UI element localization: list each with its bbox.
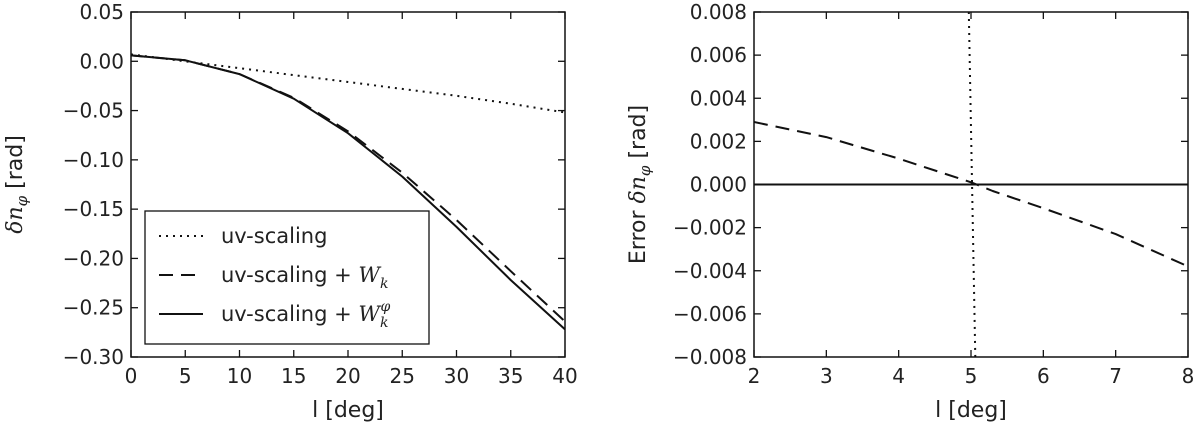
series-line-dashed bbox=[754, 121, 1188, 268]
y-tick-label: −0.006 bbox=[673, 302, 747, 326]
x-tick-label: 2 bbox=[748, 364, 761, 388]
legend: uv-scaling uv-scaling + Wk uv-scaling + Wk… bbox=[144, 210, 430, 345]
x-tick-label: 25 bbox=[390, 364, 415, 388]
x-axis-label: l [deg] bbox=[935, 398, 1007, 423]
legend-item: uv-scaling bbox=[159, 224, 327, 248]
legend-label: uv-scaling bbox=[221, 224, 327, 248]
legend-label: uv-scaling + Wkφ bbox=[221, 299, 390, 331]
series-line-dotted bbox=[131, 53, 565, 114]
y-tick-label: −0.20 bbox=[63, 246, 124, 270]
x-tick-label: 30 bbox=[444, 364, 469, 388]
y-tick-label: −0.05 bbox=[63, 99, 124, 123]
left-chart: 0 5 10 15 20 25 30 35 40 0.05 0.00 −0.05 −0.10 −0.15 −… bbox=[3, 0, 578, 423]
y-tick-label: −0.25 bbox=[63, 296, 124, 320]
y-tick-label: −0.004 bbox=[673, 259, 747, 283]
legend-label: uv-scaling + Wk bbox=[221, 263, 388, 292]
x-tick-label: 7 bbox=[1109, 364, 1122, 388]
y-tick-label: 0.006 bbox=[690, 43, 747, 67]
y-tick-label: −0.002 bbox=[673, 216, 747, 240]
legend-item: uv-scaling + Wk bbox=[159, 263, 388, 292]
y-axis-label: Error δnφ [rad] bbox=[626, 105, 654, 264]
x-tick-label: 8 bbox=[1182, 364, 1195, 388]
y-tick-label: 0.05 bbox=[79, 0, 124, 24]
y-axis-label: δnφ [rad] bbox=[3, 135, 31, 234]
series-line-dotted bbox=[967, 12, 977, 357]
y-tick-label: 0.004 bbox=[690, 86, 747, 110]
x-tick-label: 4 bbox=[892, 364, 905, 388]
y-tick-label: 0.00 bbox=[79, 49, 124, 73]
x-tick-label: 20 bbox=[335, 364, 360, 388]
x-tick-label: 5 bbox=[179, 364, 192, 388]
x-axis-label: l [deg] bbox=[312, 398, 384, 423]
right-chart: 2 3 4 5 6 7 8 0.008 0.006 0.004 0.002 0.000 −0.002 −0… bbox=[626, 0, 1194, 423]
y-tick-label: −0.30 bbox=[63, 345, 124, 369]
x-tick-label: 6 bbox=[1037, 364, 1050, 388]
y-tick-label: −0.10 bbox=[63, 148, 124, 172]
y-tick-label: 0.008 bbox=[690, 0, 747, 24]
y-tick-label: 0.002 bbox=[690, 129, 747, 153]
x-tick-label: 3 bbox=[820, 364, 833, 388]
legend-item: uv-scaling + Wkφ bbox=[159, 299, 390, 331]
x-tick-label: 0 bbox=[125, 364, 138, 388]
series-line-solid bbox=[131, 54, 565, 331]
x-tick-label: 15 bbox=[281, 364, 306, 388]
x-tick-label: 35 bbox=[498, 364, 523, 388]
x-tick-label: 40 bbox=[552, 364, 577, 388]
x-tick-label: 5 bbox=[965, 364, 978, 388]
y-tick-label: 0.000 bbox=[690, 173, 747, 197]
y-tick-label: −0.008 bbox=[673, 345, 747, 369]
x-tick-label: 10 bbox=[227, 364, 252, 388]
y-tick-label: −0.15 bbox=[63, 197, 124, 221]
